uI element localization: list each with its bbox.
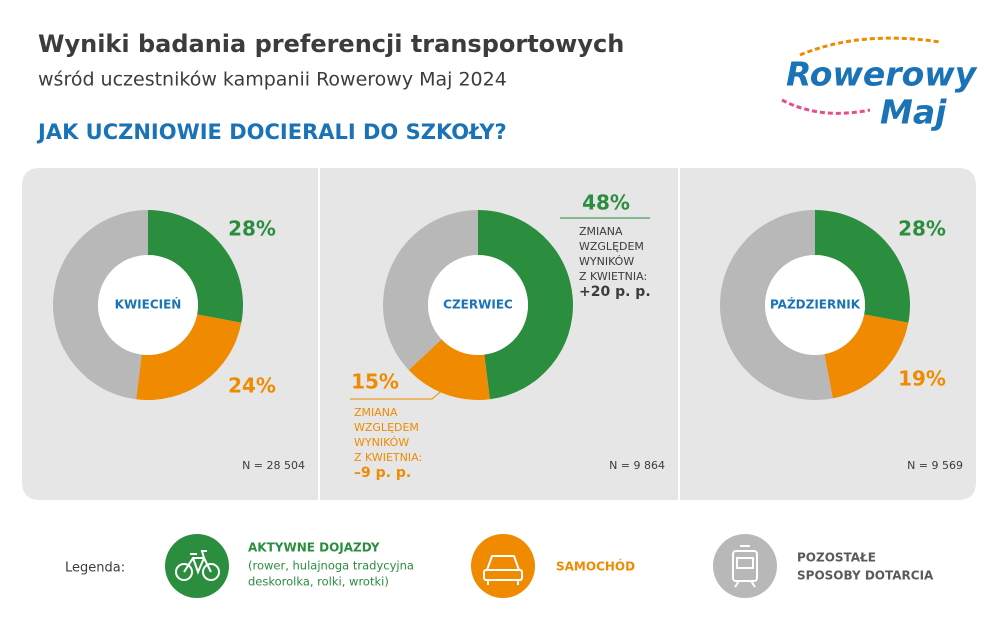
center-label: PAŹDZIERNIK [770,297,861,312]
donut-slice [815,210,910,323]
logo-text: Maj [880,93,947,132]
title: Wyniki badania preferencji transportowyc… [38,30,624,58]
value-label: 24% [228,374,276,398]
annotation-text: WYNIKÓW [579,255,634,268]
legend-name: AKTYWNE DOJAZDY [248,541,380,555]
donut-slice [53,210,148,400]
car-icon [483,555,523,585]
annotation-text: ZMIANA [579,225,623,238]
donut-center [765,255,865,355]
legend-swatch [471,534,535,598]
legend-swatch [713,534,777,598]
value-label: 28% [228,217,276,241]
annotation-text: ZMIANA [354,406,398,419]
donut-center [428,255,528,355]
annotation-text: Z KWIETNIA: [354,451,422,464]
center-label: KWIECIEŃ [115,297,182,312]
legend-name: SAMOCHÓD [556,559,635,574]
donut-center [98,255,198,355]
legend-swatch [165,534,229,598]
donut-slice [383,210,478,371]
bike-icon [175,550,220,581]
value-label: 28% [898,217,946,241]
annotation-change: –9 p. p. [354,465,411,481]
legend-icons [175,545,758,588]
logo: Rowerowy Maj [781,36,978,132]
legend-label: Legenda: [65,561,125,576]
logo-text: Rowerowy [786,55,978,94]
annotation-change: +20 p. p. [579,284,651,300]
tram-icon [732,545,758,588]
n-label: N = 28 504 [242,459,305,472]
donut-slice [136,314,242,400]
value-label: 48% [582,191,630,215]
value-label: 19% [898,367,946,391]
center-label: CZERWIEC [443,298,513,312]
n-label: N = 9 569 [907,459,963,472]
donut-slice [720,210,833,400]
donut-slice [478,210,573,400]
annotation-text: WZGLĘDEM [579,240,644,253]
annotation-text: WYNIKÓW [354,436,409,449]
leader-line [350,387,446,400]
donut-slice [148,210,244,323]
donut-slice [408,339,490,400]
legend-name: SPOSOBY DOTARCIA [797,569,934,583]
legend-note: deskorolka, rolki, wrotki) [248,575,389,589]
question: JAK UCZNIOWIE DOCIERALI DO SZKOŁY? [36,120,507,144]
annotation-text: WZGLĘDEM [354,421,419,434]
donut-slice [824,314,909,399]
logo-chain [781,98,871,115]
legend-name: POZOSTAŁE [797,551,876,565]
legend-note: (rower, hulajnoga tradycyjna [248,559,414,573]
annotation-text: Z KWIETNIA: [579,270,647,283]
subtitle: wśród uczestników kampanii Rowerowy Maj … [38,69,507,91]
n-label: N = 9 864 [609,459,665,472]
value-label: 15% [351,370,399,394]
logo-chain [799,36,941,57]
